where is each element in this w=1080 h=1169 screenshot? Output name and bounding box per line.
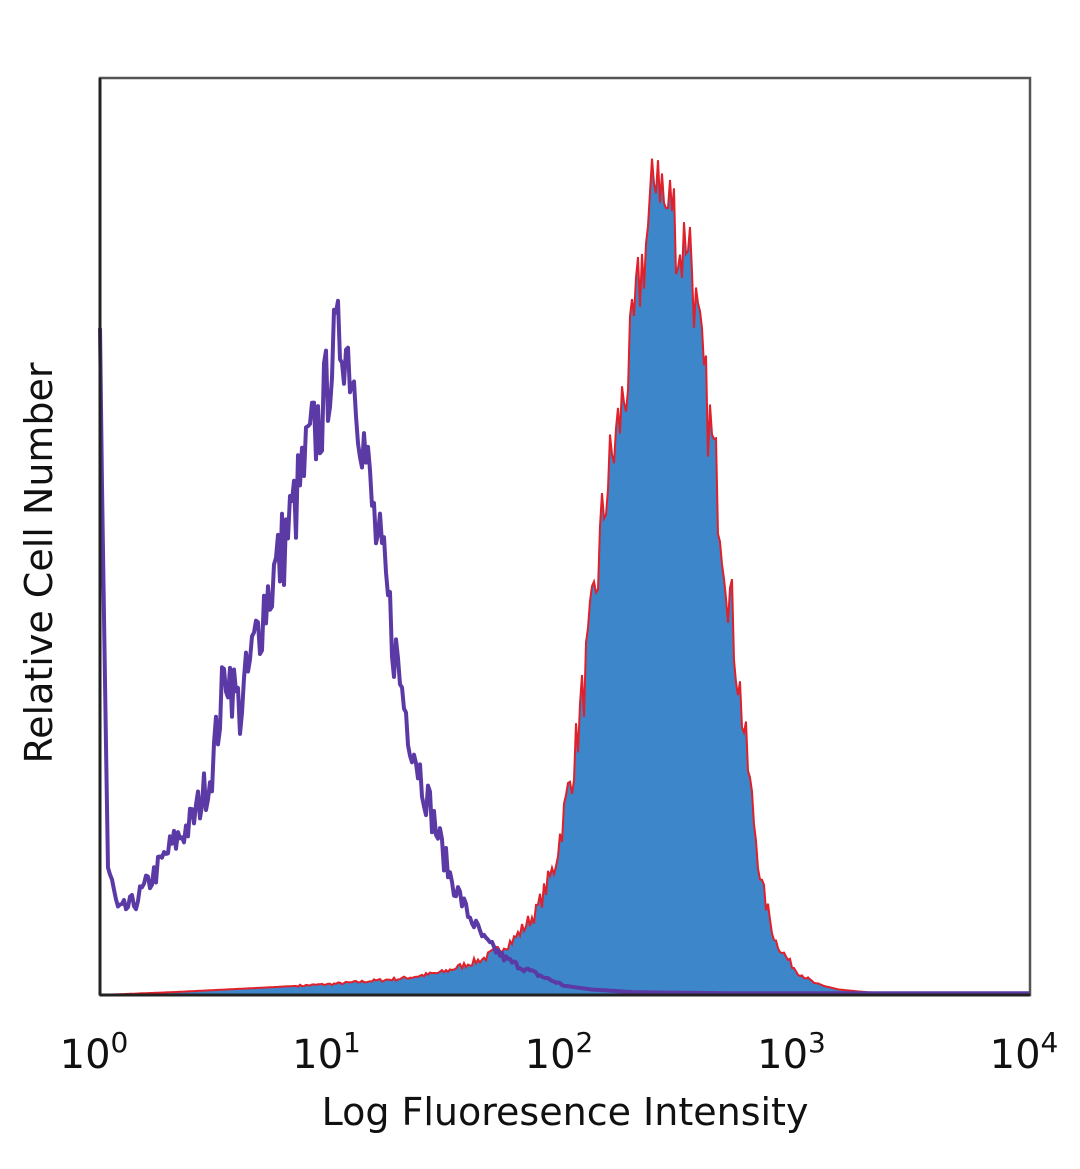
x-tick-labels: 100 101 102 103 104 (60, 1026, 1059, 1078)
x-axis-label: Log Fluoresence Intensity (322, 1090, 809, 1134)
x-tick-label: 104 (990, 1026, 1059, 1078)
x-tick-label: 100 (60, 1026, 129, 1078)
y-axis-label: Relative Cell Number (17, 362, 61, 763)
outline-histogram-series (98, 298, 1030, 996)
x-tick-label: 102 (525, 1026, 594, 1078)
filled-histogram-series (99, 158, 1030, 996)
plot-series (98, 158, 1030, 996)
x-tick-label: 101 (292, 1026, 361, 1078)
x-tick-label: 103 (757, 1026, 826, 1078)
